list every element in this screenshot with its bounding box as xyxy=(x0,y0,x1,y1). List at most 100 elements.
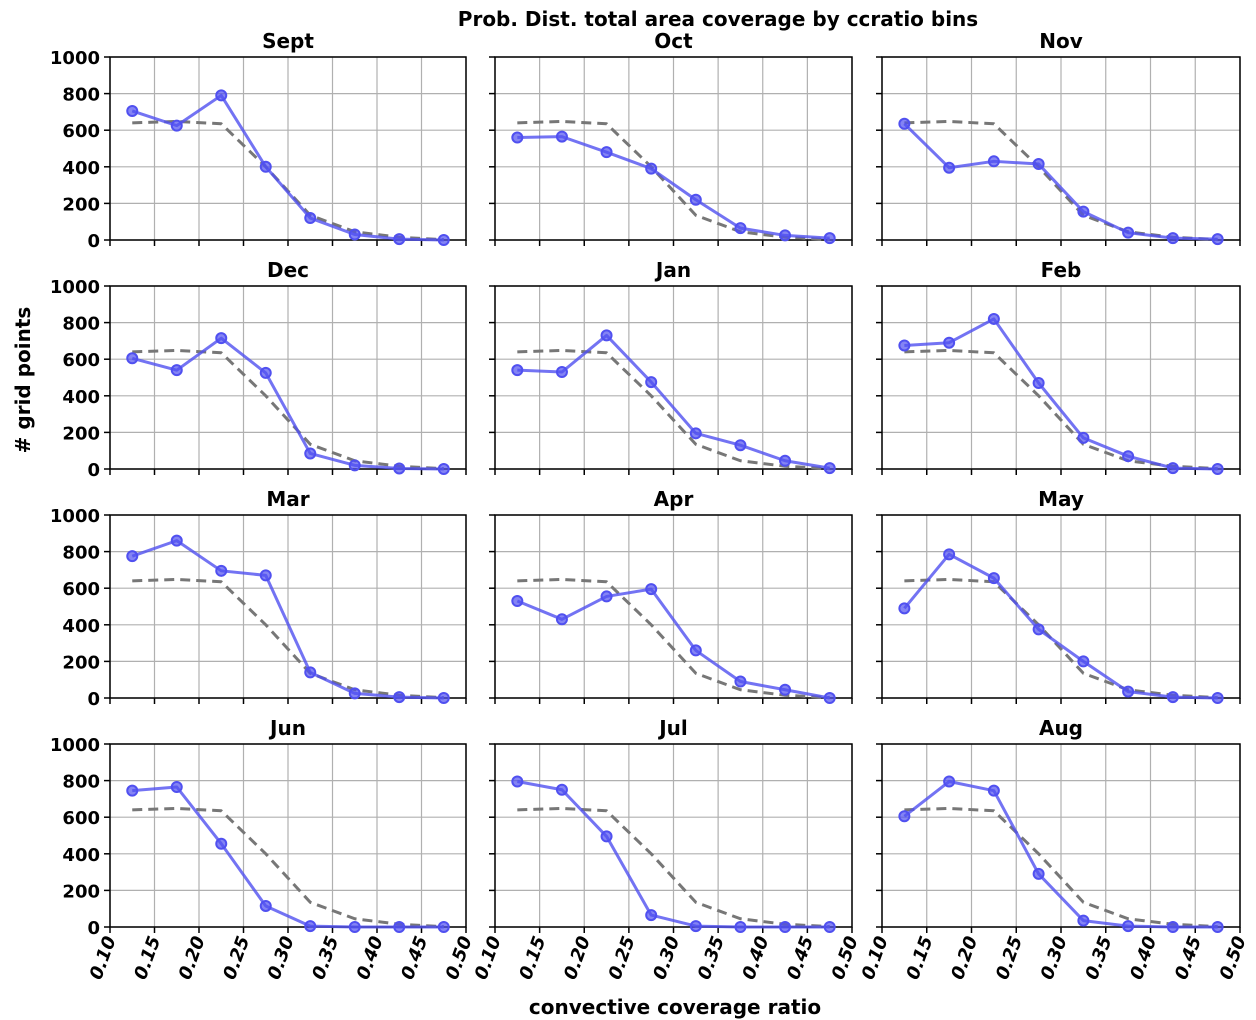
panel-title: Jun xyxy=(268,716,306,740)
data-point xyxy=(1211,921,1224,933)
series-line xyxy=(903,122,1218,241)
y-tick-label: 600 xyxy=(62,121,100,142)
data-point xyxy=(734,439,747,452)
data-point xyxy=(600,590,613,603)
plot-frame xyxy=(109,514,467,699)
series-line xyxy=(904,348,1218,471)
y-tick-label: 200 xyxy=(62,652,100,673)
series-line xyxy=(904,119,1218,242)
data-point xyxy=(393,691,406,704)
data-point xyxy=(348,228,361,241)
plot-frame xyxy=(881,743,1241,928)
y-tick-label: 400 xyxy=(62,158,100,179)
y-tick-label: 600 xyxy=(62,579,100,600)
data-point xyxy=(779,921,792,933)
data-point xyxy=(779,683,792,696)
data-point xyxy=(943,336,956,349)
data-point xyxy=(898,339,911,352)
series-line xyxy=(517,780,830,929)
x-tick-label: 0.25 xyxy=(992,934,1027,983)
data-point xyxy=(170,781,183,794)
data-point xyxy=(437,921,450,933)
data-point xyxy=(304,666,317,679)
panel-title: Feb xyxy=(1041,258,1082,282)
data-point xyxy=(1032,158,1045,171)
panel-title: Mar xyxy=(266,487,309,511)
data-point xyxy=(170,364,183,377)
y-tick-label: 800 xyxy=(62,85,100,106)
data-point xyxy=(689,644,702,657)
series-line xyxy=(517,806,830,929)
series-line xyxy=(903,552,1218,700)
y-tick-label: 0 xyxy=(87,460,100,481)
data-point xyxy=(1122,226,1135,239)
plot-frame xyxy=(881,56,1241,241)
series-line xyxy=(132,348,444,471)
data-point xyxy=(823,921,836,933)
data-point xyxy=(215,564,228,577)
data-point xyxy=(943,161,956,174)
data-point xyxy=(987,155,1000,168)
panel-title: Aug xyxy=(1039,716,1083,740)
x-tick-label: 0.30 xyxy=(1037,934,1072,983)
x-tick-label: 0.20 xyxy=(947,934,982,983)
series-line xyxy=(903,780,1218,929)
data-point xyxy=(645,162,658,175)
data-point xyxy=(823,232,836,245)
data-point xyxy=(1166,921,1179,933)
series-line xyxy=(131,93,444,242)
data-point xyxy=(304,920,317,933)
panel-title: Sept xyxy=(262,29,314,53)
data-point xyxy=(1166,232,1179,245)
data-point xyxy=(259,899,272,912)
y-tick-label: 400 xyxy=(62,616,100,637)
data-point xyxy=(348,459,361,472)
data-point xyxy=(215,837,228,850)
data-point xyxy=(259,569,272,582)
data-point xyxy=(1211,692,1224,704)
data-point xyxy=(898,602,911,615)
data-point xyxy=(555,366,568,379)
data-point xyxy=(437,234,450,246)
plot-frame xyxy=(881,285,1241,470)
x-tick-label: 0.30 xyxy=(264,934,299,983)
data-point xyxy=(215,89,228,102)
y-tick-label: 800 xyxy=(62,314,100,335)
x-tick-label: 0.20 xyxy=(560,934,595,983)
data-point xyxy=(823,692,836,704)
x-tick-label: 0.40 xyxy=(739,934,774,983)
x-tick-label: 0.10 xyxy=(858,934,893,983)
data-point xyxy=(1122,685,1135,698)
data-point xyxy=(511,131,524,144)
series-line xyxy=(517,348,830,471)
plot-frame xyxy=(109,285,467,470)
data-point xyxy=(1077,205,1090,218)
data-point xyxy=(1077,431,1090,444)
data-point xyxy=(126,784,139,797)
x-tick-label: 0.35 xyxy=(694,934,729,983)
series-line xyxy=(517,119,830,242)
series-line xyxy=(517,577,830,700)
data-point xyxy=(1211,463,1224,475)
data-point xyxy=(734,675,747,688)
data-point xyxy=(126,550,139,563)
x-tick-label: 0.25 xyxy=(605,934,640,983)
data-point xyxy=(1122,450,1135,463)
data-point xyxy=(170,119,183,132)
series-line xyxy=(131,539,444,700)
data-point xyxy=(348,687,361,700)
y-tick-label: 1000 xyxy=(50,277,100,298)
x-tick-label: 0.15 xyxy=(130,934,165,983)
x-tick-label: 0.45 xyxy=(783,934,818,983)
data-point xyxy=(943,548,956,561)
x-tick-label: 0.40 xyxy=(353,934,388,983)
plot-frame xyxy=(109,743,467,928)
y-tick-label: 600 xyxy=(62,350,100,371)
x-tick-label: 0.15 xyxy=(515,934,550,983)
series-line xyxy=(132,577,444,700)
y-tick-label: 200 xyxy=(62,194,100,215)
x-tick-label: 0.35 xyxy=(1082,934,1117,983)
x-tick-label: 0.50 xyxy=(1216,934,1251,983)
data-point xyxy=(1122,920,1135,933)
